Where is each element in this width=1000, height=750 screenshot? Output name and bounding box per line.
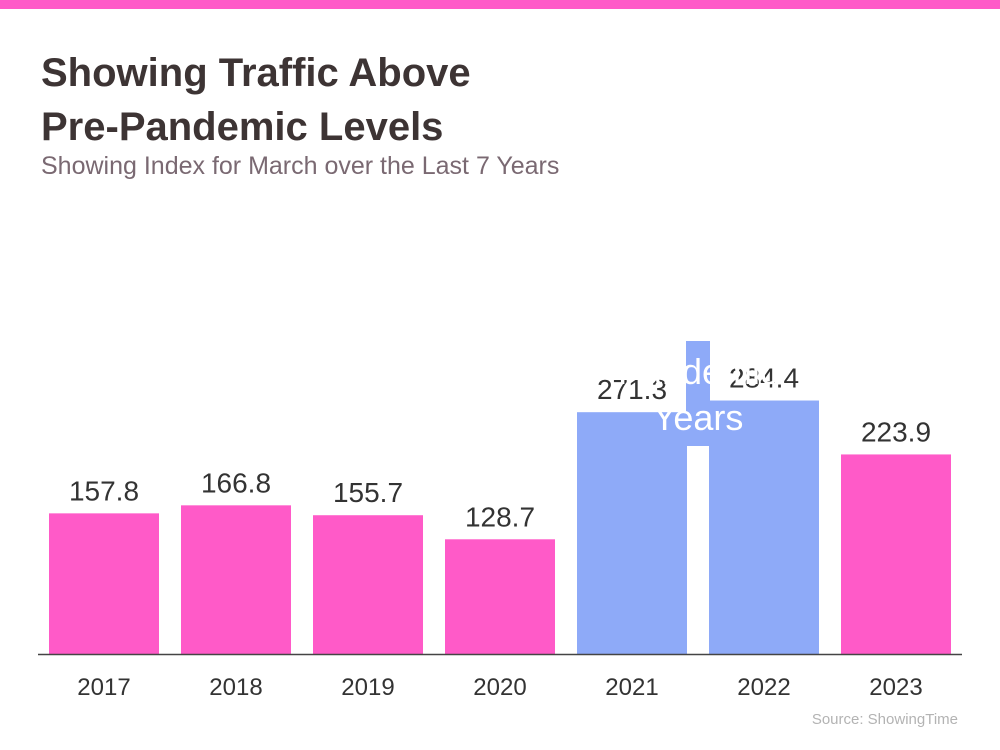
annotation-line-1: Pandemic [618,351,778,392]
x-tick-label-2023: 2023 [869,674,922,701]
x-tick-label-2019: 2019 [341,674,394,701]
value-label-2023: 223.9 [861,416,931,447]
bar-2020 [445,539,555,654]
bar-2017 [49,513,159,654]
source-credit: Source: ShowingTime [811,711,958,728]
value-label-2018: 166.8 [201,467,271,498]
bar-2021 [577,412,687,654]
x-tick-label-2018: 2018 [209,674,262,701]
value-label-2022: 284.4 [729,363,799,394]
bar-2023 [841,454,951,654]
x-tick-label-2020: 2020 [473,674,526,701]
pandemic-bridge [686,341,710,446]
x-tick-label-2021: 2021 [605,674,658,701]
annotation-line-2: Years [653,397,744,438]
pandemic-years-annotation: Pandemic Years [618,351,778,438]
value-label-2021: 271.3 [597,374,667,405]
bar-2018 [181,505,291,654]
chart-subtitle: Showing Index for March over the Last 7 … [41,152,560,180]
value-label-2020: 128.7 [465,501,535,532]
value-label-2019: 155.7 [333,477,403,508]
top-accent-bar [0,0,1000,9]
bar-2019 [313,515,423,654]
value-label-2017: 157.8 [69,475,139,506]
chart-title-line-2: Pre-Pandemic Levels [41,105,444,149]
chart-title-line-1: Showing Traffic Above [41,51,471,95]
x-tick-label-2022: 2022 [737,674,790,701]
bar-2022 [709,400,819,654]
x-tick-label-2017: 2017 [77,674,130,701]
chart-title: Showing Traffic Above Pre-Pandemic Level… [41,46,741,154]
